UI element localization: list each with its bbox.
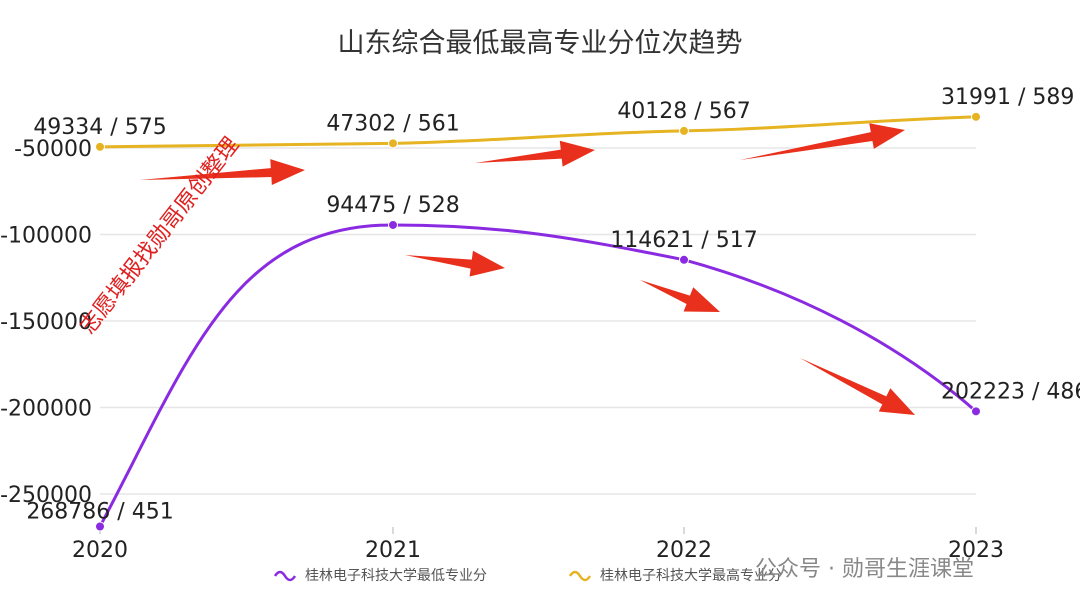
legend-label[interactable]: 桂林电子科技大学最高专业分 [600,567,782,584]
y-tick-label: -50000 [14,137,92,162]
data-labels: 268786 / 451 94475 / 528 114621 / 517 20222… [26,85,1080,525]
trend-arrow [800,358,915,415]
data-point[interactable] [95,521,105,532]
y-tick-label: -100000 [0,224,92,249]
y-tick-label: -200000 [0,397,92,422]
series-line-low [98,223,977,528]
data-label: 31991 / 589 [941,85,1074,110]
x-axis: 2020 2021 2022 2023 [72,527,1004,563]
annotation-arrows [140,123,915,415]
data-point[interactable] [95,141,105,152]
trend-arrow [140,159,305,186]
trend-arrow [405,250,505,277]
data-point[interactable] [971,406,981,417]
data-point[interactable] [388,138,398,149]
y-axis: -50000 -100000 -150000 -200000 -250000 [0,137,92,508]
x-tick-label: 2022 [656,538,712,563]
y-tick-label: -250000 [0,483,92,508]
legend[interactable]: 桂林电子科技大学最低专业分 桂林电子科技大学最高专业分 [273,567,782,584]
x-tick-label: 2021 [365,538,421,563]
legend-swatch[interactable] [273,570,297,582]
legend-swatch[interactable] [568,570,592,582]
data-point[interactable] [679,125,689,136]
data-label: 268786 / 451 [26,499,173,524]
data-point[interactable] [388,219,398,230]
chart-title: 山东综合最低最高专业分位次趋势 [338,28,743,59]
data-label: 49334 / 575 [33,115,166,140]
data-label: 40128 / 567 [617,99,750,124]
trend-arrow [640,280,720,312]
data-label: 94475 / 528 [326,193,459,218]
x-tick-label: 2023 [948,538,1004,563]
data-label: 202223 / 486 [941,379,1080,404]
series-layer [95,111,981,532]
data-label: 114621 / 517 [610,228,757,253]
trend-arrow [475,140,595,167]
series-line-high [99,115,977,149]
y-tick-label: -150000 [0,310,92,335]
legend-label[interactable]: 桂林电子科技大学最低专业分 [305,568,487,584]
footer-text: 公众号 · 勋哥生涯课堂 [755,557,974,582]
watermark-text: 志愿填报找勋哥原创整理 [76,133,245,339]
data-label: 47302 / 561 [326,111,459,136]
trend-arrow [740,123,905,160]
x-tick-label: 2020 [72,538,128,563]
grid-lines [100,147,976,495]
data-point[interactable] [971,111,981,122]
data-point[interactable] [679,254,689,265]
